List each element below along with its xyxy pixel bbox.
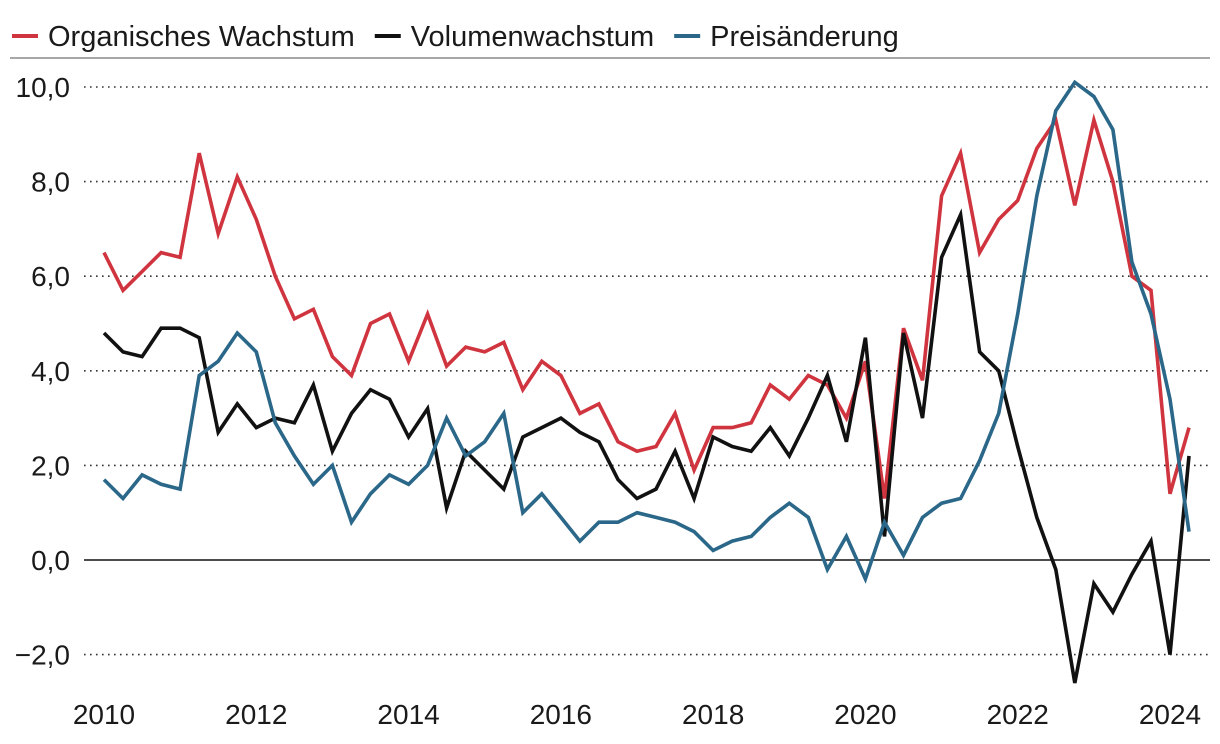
x-tick-label: 2022 bbox=[987, 699, 1049, 730]
y-tick-label: 8,0 bbox=[31, 167, 70, 198]
x-tick-label: 2018 bbox=[682, 699, 744, 730]
x-tick-label: 2020 bbox=[834, 699, 896, 730]
y-tick-label: 0,0 bbox=[31, 545, 70, 576]
legend-label-2: Preisänderung bbox=[710, 21, 899, 53]
x-tick-label: 2024 bbox=[1139, 699, 1201, 730]
y-tick-label: 4,0 bbox=[31, 356, 70, 387]
series-line-volumenwachstum bbox=[102, 208, 1191, 684]
series-line-preis-nderung bbox=[102, 79, 1191, 584]
y-tick-label: 2,0 bbox=[31, 450, 70, 481]
x-tick-label: 2016 bbox=[530, 699, 592, 730]
series-lines bbox=[102, 79, 1191, 684]
legend-label-1: Volumenwachstum bbox=[411, 21, 654, 53]
series-line-organisches-wachstum bbox=[102, 113, 1191, 499]
y-tick-label: 10,0 bbox=[16, 72, 71, 103]
x-tick-label: 2010 bbox=[73, 699, 135, 730]
legend: Organisches Wachstum Volumenwachstum Preis… bbox=[12, 21, 899, 53]
gridlines bbox=[84, 86, 1210, 656]
y-tick-label: 6,0 bbox=[31, 261, 70, 292]
y-axis-ticks: −2,0 0,0 2,0 4,0 6,0 8,0 10,0 bbox=[15, 72, 70, 671]
y-tick-label: −2,0 bbox=[15, 640, 70, 671]
x-axis-ticks: 2010 2012 2014 2016 2018 2020 2022 2024 bbox=[73, 699, 1201, 730]
legend-label-0: Organisches Wachstum bbox=[48, 21, 355, 53]
x-tick-label: 2014 bbox=[377, 699, 439, 730]
x-tick-label: 2012 bbox=[225, 699, 287, 730]
